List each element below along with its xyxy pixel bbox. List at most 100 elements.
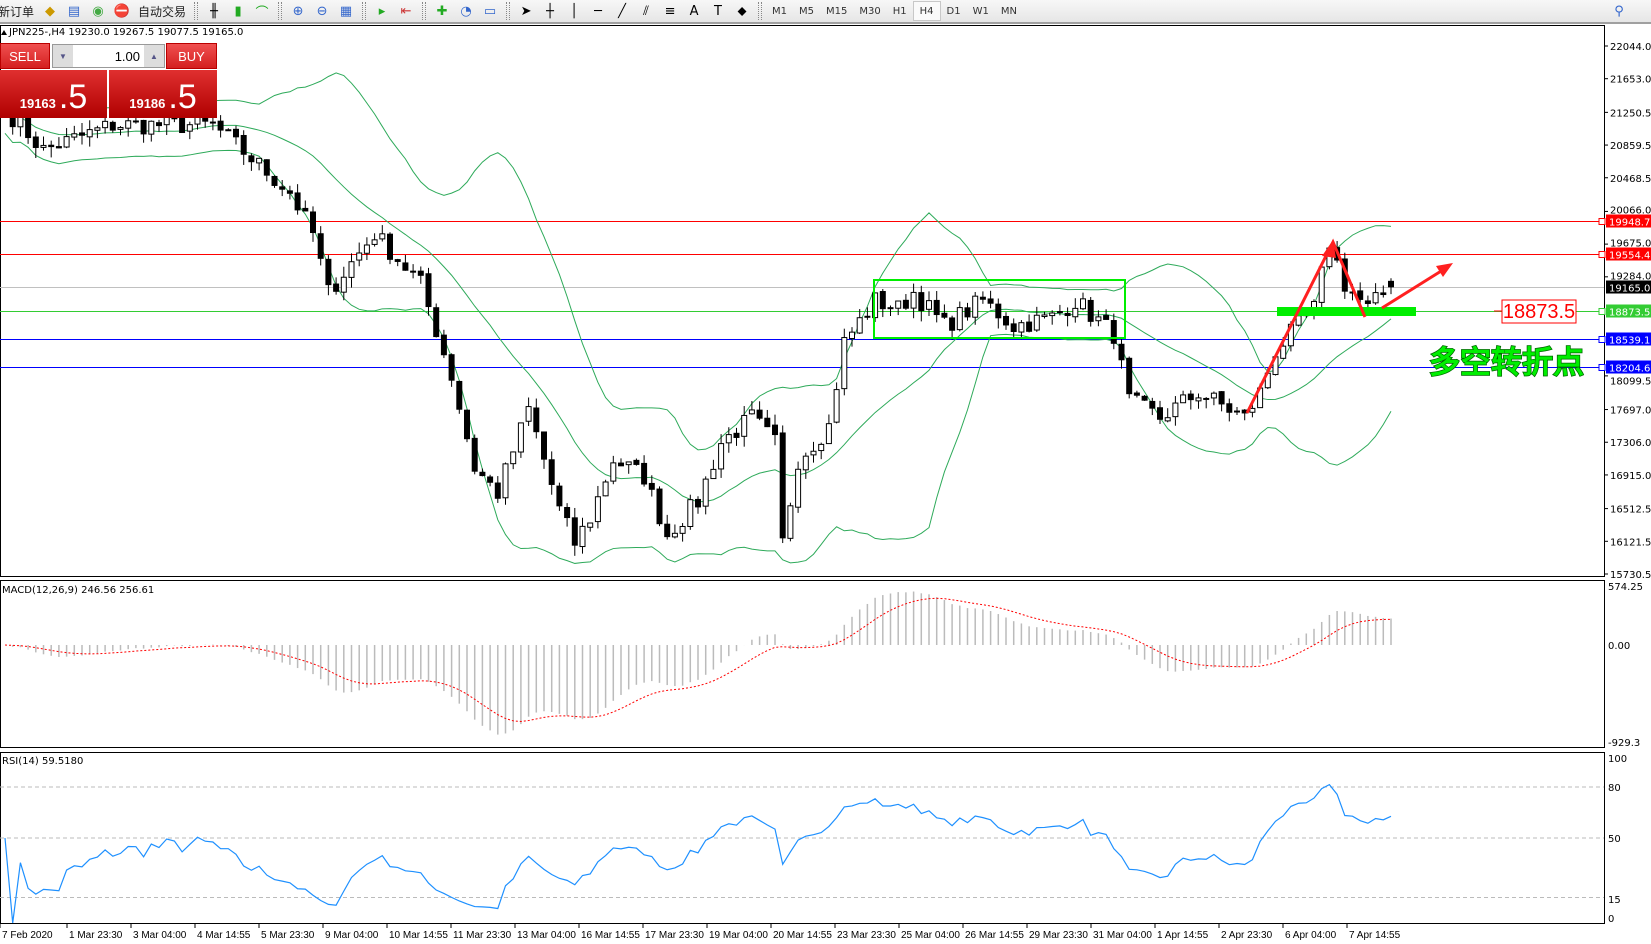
vertical-line-icon[interactable]: │ xyxy=(570,3,578,19)
candle[interactable] xyxy=(1080,292,1086,311)
candle[interactable] xyxy=(1126,356,1133,399)
candle[interactable] xyxy=(1210,391,1217,406)
sell-price[interactable]: 19163.5 xyxy=(0,70,107,118)
candle[interactable] xyxy=(1118,338,1125,369)
candle[interactable] xyxy=(679,523,686,542)
candle[interactable] xyxy=(602,479,609,497)
zoom-in-icon[interactable]: ⊕ xyxy=(292,3,304,19)
candle[interactable] xyxy=(510,451,517,470)
candle[interactable] xyxy=(902,294,909,310)
candle[interactable] xyxy=(148,120,155,142)
candle[interactable] xyxy=(702,476,709,515)
candle[interactable] xyxy=(533,398,540,439)
candle[interactable] xyxy=(741,406,748,447)
candle[interactable] xyxy=(209,116,216,131)
candle[interactable] xyxy=(294,184,301,215)
indicators-icon[interactable]: ✚ xyxy=(436,3,448,19)
candle[interactable] xyxy=(1103,309,1110,320)
candle[interactable] xyxy=(725,427,732,453)
tile-windows-icon[interactable]: ▦ xyxy=(339,3,353,19)
candle[interactable] xyxy=(949,315,956,340)
candle[interactable] xyxy=(964,302,971,321)
candle[interactable] xyxy=(402,255,409,271)
lot-increase-icon[interactable]: ▲ xyxy=(144,45,164,67)
timeframe-m15[interactable]: M15 xyxy=(826,5,848,17)
candle[interactable] xyxy=(410,264,417,279)
candle[interactable] xyxy=(517,422,524,458)
candle[interactable] xyxy=(479,468,486,477)
candle[interactable] xyxy=(1203,397,1210,409)
candle[interactable] xyxy=(1164,408,1171,423)
candle[interactable] xyxy=(748,401,755,415)
candle[interactable] xyxy=(710,459,717,480)
level-handle[interactable] xyxy=(1598,251,1606,258)
candle[interactable] xyxy=(379,225,386,242)
candle[interactable] xyxy=(302,200,309,212)
timeframe-h4[interactable]: H4 xyxy=(912,1,941,21)
candle[interactable] xyxy=(471,434,478,475)
candle[interactable] xyxy=(1187,390,1194,410)
candle[interactable] xyxy=(1095,310,1102,327)
candle[interactable] xyxy=(772,414,778,446)
candle[interactable] xyxy=(456,380,463,414)
candle[interactable] xyxy=(525,397,532,426)
candle[interactable] xyxy=(387,232,393,265)
sell-button[interactable]: SELL xyxy=(0,43,50,69)
candle[interactable] xyxy=(625,461,632,474)
candle[interactable] xyxy=(340,266,347,301)
candle[interactable] xyxy=(240,130,247,165)
candle[interactable] xyxy=(494,476,501,503)
candle[interactable] xyxy=(363,237,370,261)
collapse-icon[interactable] xyxy=(1,30,7,35)
fibonacci-icon[interactable]: ≡ xyxy=(664,3,676,19)
timeframe-h1[interactable]: H1 xyxy=(892,5,907,17)
candle[interactable] xyxy=(117,126,124,136)
auto-trading-button[interactable]: 自动交易 xyxy=(138,4,187,19)
candle[interactable] xyxy=(995,298,1002,329)
candle[interactable] xyxy=(571,507,578,556)
candle[interactable] xyxy=(425,267,432,316)
candle[interactable] xyxy=(1226,398,1233,422)
level-handle[interactable] xyxy=(1598,364,1606,371)
candle[interactable] xyxy=(541,431,547,469)
candle[interactable] xyxy=(1388,278,1394,295)
candle[interactable] xyxy=(1018,320,1025,340)
timeframe-d1[interactable]: D1 xyxy=(946,5,961,17)
candle[interactable] xyxy=(795,461,802,513)
buy-button[interactable]: BUY xyxy=(166,43,217,69)
metaeditor-icon[interactable]: ◆ xyxy=(45,3,56,19)
text-icon[interactable]: A xyxy=(689,3,699,19)
timeframe-m30[interactable]: M30 xyxy=(859,5,881,17)
candle[interactable] xyxy=(325,255,332,296)
arrows-icon[interactable]: ⬥ xyxy=(737,3,747,19)
candle[interactable] xyxy=(502,462,509,505)
candle[interactable] xyxy=(1110,313,1117,350)
candle[interactable] xyxy=(641,455,648,487)
line-chart-icon[interactable]: ⌒ xyxy=(255,5,269,21)
lot-value[interactable]: 1.00 xyxy=(114,48,140,64)
timeframe-w1[interactable]: W1 xyxy=(972,5,989,17)
periods-icon[interactable]: ◔ xyxy=(460,3,472,19)
candle[interactable] xyxy=(79,123,85,145)
candle[interactable] xyxy=(1195,393,1202,409)
candle[interactable] xyxy=(71,125,78,141)
level-handle[interactable] xyxy=(1598,218,1606,225)
candle[interactable] xyxy=(895,300,902,316)
auto-trading-icon[interactable]: ⛔ xyxy=(113,3,131,19)
candle[interactable] xyxy=(1218,391,1225,412)
chart-shift-icon[interactable]: ⇤ xyxy=(400,3,412,19)
candle[interactable] xyxy=(733,427,740,446)
candle[interactable] xyxy=(1172,396,1179,426)
candle[interactable] xyxy=(664,514,671,540)
candle[interactable] xyxy=(1133,390,1140,398)
level-handle[interactable] xyxy=(1598,336,1606,343)
candle[interactable] xyxy=(856,309,863,334)
candle[interactable] xyxy=(633,458,640,466)
candle[interactable] xyxy=(310,206,316,242)
signals-icon[interactable]: ◉ xyxy=(92,3,104,19)
candle[interactable] xyxy=(86,120,93,147)
candle[interactable] xyxy=(109,120,116,133)
consolidation-box[interactable] xyxy=(873,279,1126,339)
candle[interactable] xyxy=(1157,400,1163,425)
